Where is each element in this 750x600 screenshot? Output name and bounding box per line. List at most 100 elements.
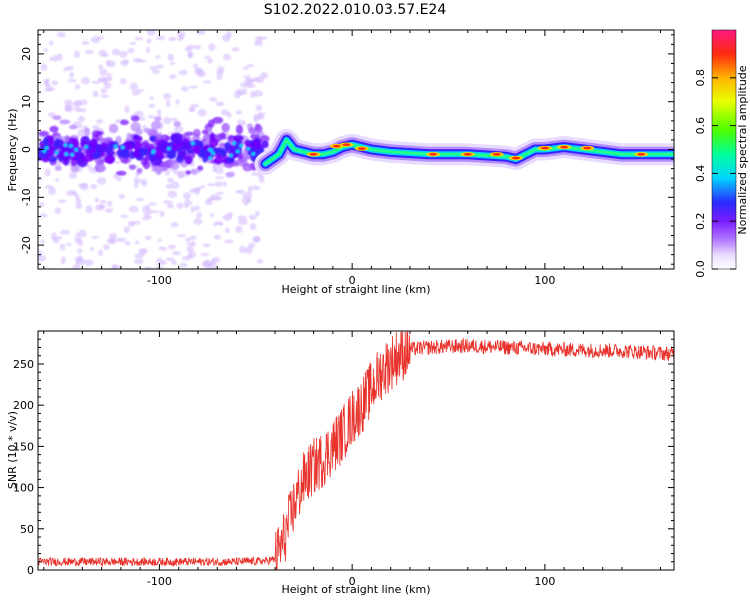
noise-blob <box>119 60 125 66</box>
noise-blob <box>85 163 92 169</box>
noise-blob <box>239 82 249 88</box>
noise-blob <box>155 64 164 69</box>
noise-blob <box>157 109 162 117</box>
noise-hot-blob <box>63 143 68 147</box>
noise-blob <box>128 164 136 171</box>
figure-title: S102.2022.010.03.57.E24 <box>264 2 447 18</box>
noise-blob <box>59 243 66 251</box>
noise-blob <box>49 56 54 62</box>
noise-core-blob <box>208 137 219 148</box>
noise-core-blob <box>167 152 177 160</box>
noise-blob <box>187 51 194 58</box>
noise-blob <box>114 160 121 164</box>
noise-blob <box>196 30 206 35</box>
noise-blob <box>221 122 230 133</box>
noise-hot-blob <box>235 149 240 154</box>
noise-blob <box>222 181 227 187</box>
noise-blob <box>167 190 178 199</box>
noise-blob <box>253 76 260 83</box>
noise-blob <box>177 37 183 42</box>
noise-core-blob <box>118 148 130 158</box>
noise-blob <box>123 226 131 234</box>
noise-blob <box>239 245 247 254</box>
noise-blob <box>116 237 126 243</box>
noise-blob <box>178 173 185 178</box>
snr-x-tick-label: 0 <box>349 575 356 588</box>
noise-blob <box>207 261 217 269</box>
noise-blob <box>136 168 143 175</box>
noise-blob <box>118 193 126 199</box>
noise-blob <box>74 83 81 90</box>
noise-blob <box>83 259 94 266</box>
noise-core-blob <box>251 139 261 150</box>
noise-blob <box>130 121 141 132</box>
noise-blob <box>144 235 152 241</box>
noise-blob <box>40 63 48 72</box>
noise-blob <box>77 115 85 123</box>
noise-blob <box>225 171 235 178</box>
noise-blob <box>111 48 121 56</box>
noise-blob <box>209 213 215 217</box>
spectrogram-x-tick-label: 100 <box>534 274 555 287</box>
noise-blob <box>253 40 264 47</box>
noise-hot-blob <box>54 150 59 155</box>
noise-core-blob <box>181 141 193 151</box>
noise-blob <box>142 156 150 162</box>
noise-blob <box>59 119 71 125</box>
noise-blob <box>241 66 250 70</box>
noise-core-blob <box>104 154 116 164</box>
noise-blob <box>138 249 147 256</box>
noise-blob <box>188 107 196 113</box>
noise-blob <box>54 165 62 172</box>
noise-blob <box>210 193 220 201</box>
noise-blob <box>218 221 224 226</box>
noise-blob <box>94 197 100 203</box>
noise-blob <box>158 246 163 250</box>
noise-blob <box>212 222 218 227</box>
noise-hot-blob <box>190 141 195 146</box>
noise-core-blob <box>150 156 163 166</box>
noise-blob <box>98 64 104 70</box>
noise-core-blob <box>172 142 179 152</box>
noise-blob <box>242 191 253 200</box>
noise-blob <box>146 38 152 44</box>
noise-blob <box>155 35 166 41</box>
noise-blob <box>216 66 225 74</box>
noise-blob <box>222 34 231 42</box>
spectrogram-y-tick-label: 0 <box>20 146 33 153</box>
noise-blob <box>237 215 248 221</box>
noise-blob <box>124 241 131 246</box>
noise-blob <box>183 199 193 206</box>
noise-blob <box>231 47 240 52</box>
colorbar: 0.0 0.2 0.4 0.6 0.8 Normalized spectral ampl… <box>694 29 749 278</box>
noise-blob <box>216 191 225 195</box>
noise-blob <box>128 205 139 213</box>
noise-blob <box>162 116 172 125</box>
noise-blob <box>249 91 257 98</box>
noise-core-blob <box>192 140 204 149</box>
noise-core-blob <box>48 145 55 157</box>
noise-blob <box>69 171 78 179</box>
noise-blob <box>222 213 232 221</box>
noise-blob <box>44 168 51 177</box>
noise-blob <box>96 36 105 40</box>
noise-blob <box>238 219 249 226</box>
noise-blob <box>162 200 173 204</box>
noise-blob <box>91 80 101 85</box>
noise-blob <box>166 203 175 209</box>
noise-blob <box>38 130 50 137</box>
noise-blob <box>154 116 162 122</box>
noise-blob <box>99 199 107 204</box>
noise-blob <box>214 176 225 180</box>
noise-blob <box>211 256 221 264</box>
noise-blob <box>184 46 193 52</box>
noise-blob <box>118 50 128 58</box>
ridge-hotspot-core <box>342 143 351 147</box>
noise-blob <box>185 237 191 242</box>
noise-blob <box>123 59 130 65</box>
noise-blob <box>162 93 172 100</box>
noise-core-blob <box>123 142 133 150</box>
noise-blob <box>74 232 80 237</box>
noise-blob <box>52 54 58 63</box>
